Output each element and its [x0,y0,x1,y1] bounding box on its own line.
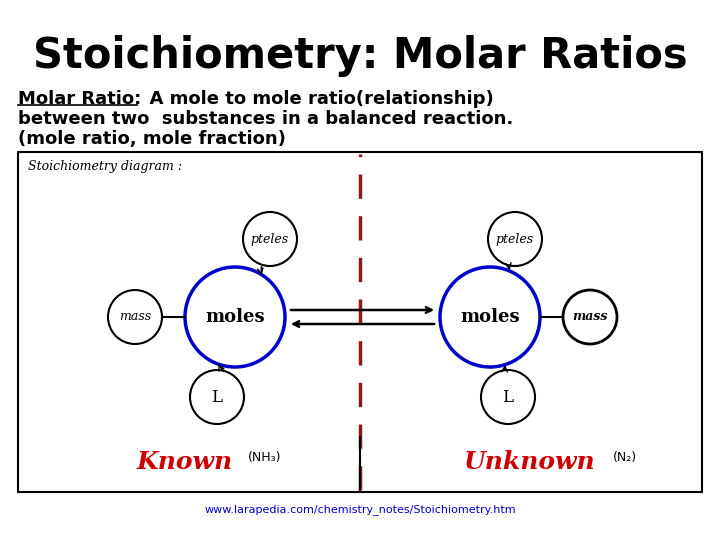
Text: Molar Ratio:: Molar Ratio: [18,90,141,108]
Text: www.larapedia.com/chemistry_notes/Stoichiometry.htm: www.larapedia.com/chemistry_notes/Stoich… [204,504,516,516]
Text: (NH₃): (NH₃) [248,451,282,464]
Text: Stoichiometry diagram :: Stoichiometry diagram : [28,160,182,173]
Text: moles: moles [460,308,520,326]
Text: (N₂): (N₂) [613,451,637,464]
Text: pteles: pteles [251,233,289,246]
Text: mass: mass [119,310,151,323]
Text: pteles: pteles [496,233,534,246]
Text: mass: mass [572,310,608,323]
Text: (mole ratio, mole fraction): (mole ratio, mole fraction) [18,130,286,148]
Text: between two  substances in a balanced reaction.: between two substances in a balanced rea… [18,110,513,128]
Text: L: L [503,388,513,406]
Text: Unknown: Unknown [464,450,596,474]
Text: A mole to mole ratio(relationship): A mole to mole ratio(relationship) [137,90,494,108]
Bar [18,152,702,492]
Text: L: L [212,388,222,406]
Text: Known: Known [137,450,233,474]
Text: Stoichiometry: Molar Ratios: Stoichiometry: Molar Ratios [32,35,688,77]
Text: moles: moles [205,308,265,326]
